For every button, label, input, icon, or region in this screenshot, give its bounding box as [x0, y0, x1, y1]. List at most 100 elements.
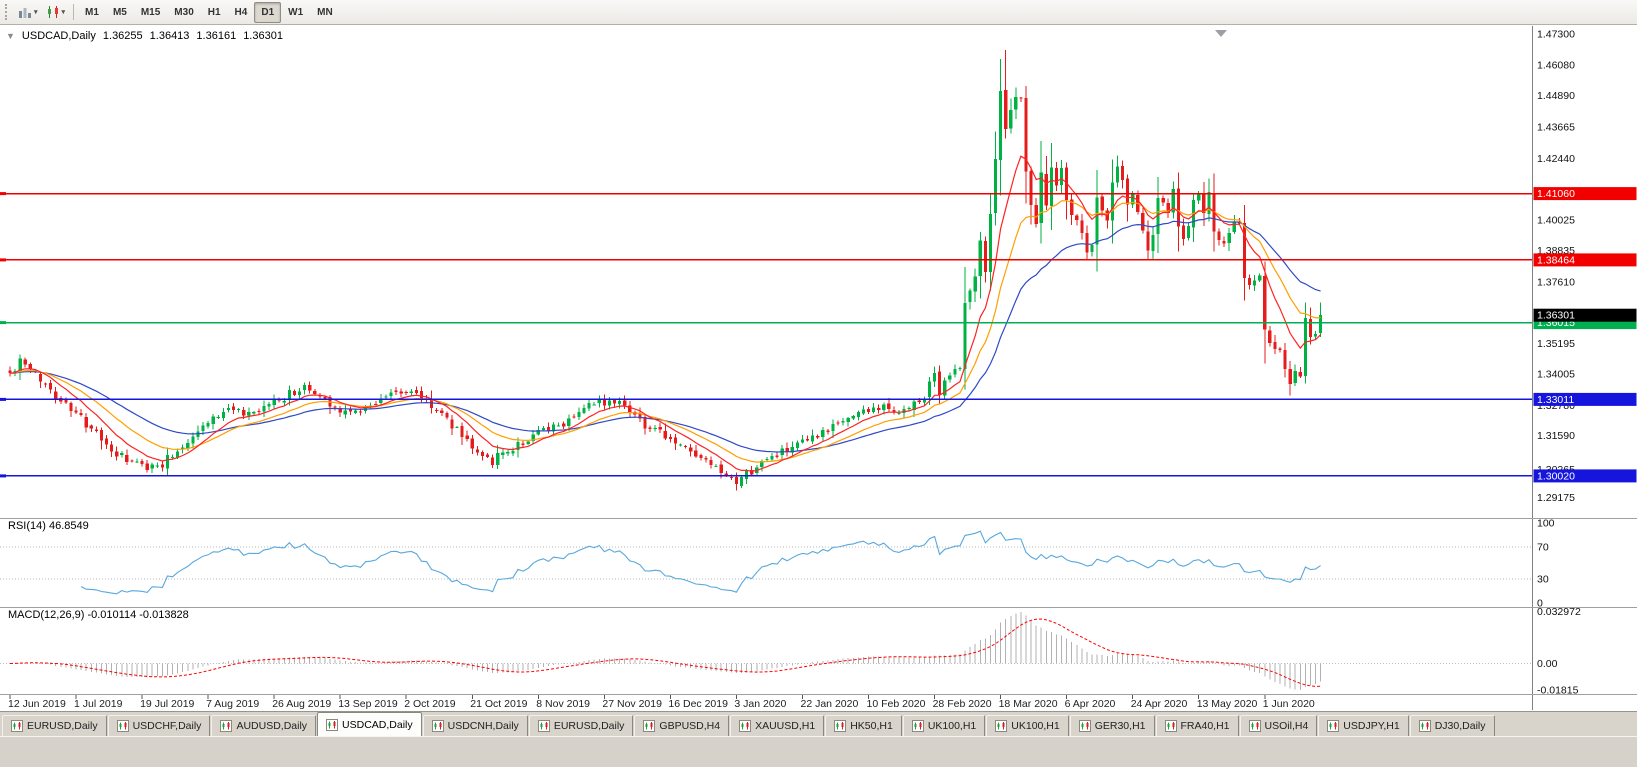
timeframe-button-M15[interactable]: M15	[140, 6, 161, 18]
chart-tab-icon	[537, 720, 550, 732]
date-axis-label: 13 May 2020	[1197, 698, 1258, 710]
timeframe-button-M5[interactable]: M5	[112, 6, 127, 18]
price-axis-label: 1.29175	[1537, 492, 1575, 504]
date-axis-label: 28 Feb 2020	[933, 698, 992, 710]
price-badge-1.38464-label: 1.38464	[1537, 254, 1575, 266]
price-badge-1.33011-label: 1.33011	[1537, 394, 1574, 406]
chart-canvas[interactable]: 1.47300 1.46080 1.44890 1.43665 1.42440 1.400…	[0, 26, 1637, 711]
moving-average-mid-orange	[9, 200, 1321, 463]
chart-tab-12[interactable]: FRA40,H1	[1155, 715, 1239, 736]
date-axis-label: 24 Apr 2020	[1131, 698, 1188, 710]
date-axis-label: 19 Jul 2019	[140, 698, 194, 710]
rsi-axis-label: 0	[1537, 598, 1543, 610]
timeframe-button-MN[interactable]: MN	[317, 6, 333, 18]
date-axis-label: 13 Sep 2019	[338, 698, 398, 710]
timeframe-button-group: M1 M5 M15 M30 H1 H4 D1 W1 MN	[78, 1, 340, 23]
chart-tab-icon	[834, 720, 847, 732]
rsi-axis-label: 100	[1537, 518, 1555, 530]
chart-tab-9[interactable]: UK100,H1	[902, 715, 986, 736]
hline-left-anchor[interactable]	[0, 397, 6, 401]
timeframe-button-D1[interactable]: D1	[254, 1, 282, 23]
chart-tab-icon	[1418, 720, 1431, 732]
price-badge-1.33011[interactable]	[1533, 392, 1637, 406]
chart-tab-icon	[911, 720, 924, 732]
chart-tab-3[interactable]: USDCAD,Daily	[317, 712, 422, 736]
chart-tab-5[interactable]: EURUSD,Daily	[528, 715, 634, 736]
chart-tab-14[interactable]: USDJPY,H1	[1318, 715, 1409, 736]
chart-tabs-bar: EURUSD,Daily USDCHF,Daily AUDUSD,Daily USDC…	[0, 711, 1637, 736]
price-axis-label: 1.47300	[1537, 29, 1575, 41]
chart-tab-label: UK100,H1	[927, 720, 977, 732]
timeframe-button-H1[interactable]: H1	[207, 6, 221, 18]
candlestick-chart-icon[interactable]: ▾	[42, 2, 70, 23]
price-axis-label: 1.31590	[1537, 430, 1575, 442]
chart-tab-label: GBPUSD,H4	[659, 720, 721, 732]
chart-tab-11[interactable]: GER30,H1	[1069, 715, 1155, 736]
chart-tab-6[interactable]: GBPUSD,H4	[634, 715, 730, 736]
chart-tab-8[interactable]: HK50,H1	[825, 715, 902, 736]
chart-shift-marker-icon[interactable]	[1215, 30, 1227, 37]
date-axis-label: 7 Aug 2019	[206, 698, 259, 710]
chart-tab-label: GER30,H1	[1094, 720, 1146, 732]
chart-tab-label: AUDUSD,Daily	[236, 720, 308, 732]
hline-left-anchor[interactable]	[0, 192, 6, 196]
chart-tab-10[interactable]: UK100,H1	[986, 715, 1069, 736]
chart-tab-icon	[116, 720, 129, 732]
chart-tab-label: USDJPY,H1	[1343, 720, 1400, 732]
chart-background[interactable]	[0, 26, 1637, 711]
hline-left-anchor[interactable]	[0, 258, 6, 262]
date-axis-label: 21 Oct 2019	[470, 698, 527, 710]
chart-tab-1[interactable]: USDCHF,Daily	[107, 715, 211, 736]
chart-tab-0[interactable]: EURUSD,Daily	[2, 715, 107, 736]
chart-tab-icon	[11, 720, 23, 732]
candlestick-glyph	[47, 6, 58, 18]
bar-chart-icon[interactable]: ▾	[14, 2, 42, 23]
chart-tab-icon	[326, 718, 339, 731]
toolbar-grip[interactable]	[5, 4, 11, 20]
price-badge-1.30020-label: 1.30020	[1537, 470, 1575, 482]
macd-axis-label: 0.00	[1537, 658, 1558, 670]
macd-axis-label: -0.01815	[1537, 685, 1579, 697]
hline-left-anchor[interactable]	[0, 474, 6, 478]
timeframe-button-M30[interactable]: M30	[174, 6, 194, 18]
date-axis-label: 12 Jun 2019	[8, 698, 66, 710]
date-axis-label: 1 Jun 2020	[1263, 698, 1315, 710]
rsi-axis-label: 30	[1537, 574, 1549, 586]
price-badge-1.38464[interactable]	[1533, 253, 1637, 267]
timeframe-button-M1[interactable]: M1	[85, 6, 99, 18]
current-price-badge[interactable]	[1533, 308, 1637, 322]
caret-down-icon: ▾	[34, 9, 38, 16]
date-axis-label: 16 Dec 2019	[668, 698, 728, 710]
price-badge-1.41060[interactable]	[1533, 187, 1637, 201]
chart-tab-7[interactable]: XAUUSD,H1	[730, 715, 825, 736]
timeframe-button-W1[interactable]: W1	[288, 6, 304, 18]
toolbar: ▾ ▾ M1 M5 M15 M30 H1 H4 D1 W1 MN	[0, 0, 1637, 25]
date-axis-label: 18 Mar 2020	[999, 698, 1058, 710]
chart-tab-label: USDCNH,Daily	[447, 720, 519, 732]
macd-signal-line	[9, 618, 1321, 687]
price-axis-label: 1.46080	[1537, 60, 1575, 72]
price-badge-1.30020[interactable]	[1533, 469, 1637, 483]
chart-tab-label: EURUSD,Daily	[553, 720, 625, 732]
price-axis-label: 1.35195	[1537, 338, 1575, 350]
chart-tab-icon	[431, 720, 444, 732]
rsi-line	[80, 530, 1321, 595]
chart-tab-icon	[995, 720, 1008, 732]
candle-bodies-up	[13, 91, 1323, 486]
current-price-badge-label: 1.36301	[1537, 310, 1575, 322]
chart-tab-2[interactable]: AUDUSD,Daily	[211, 715, 317, 736]
status-bar	[0, 736, 1637, 767]
date-axis-label: 2 Oct 2019	[404, 698, 456, 710]
hline-left-anchor[interactable]	[0, 321, 6, 325]
price-axis-label: 1.42440	[1537, 153, 1575, 165]
date-axis-label: 10 Feb 2020	[867, 698, 926, 710]
chart-tab-label: UK100,H1	[1011, 720, 1060, 732]
chart-tab-label: XAUUSD,H1	[755, 720, 816, 732]
date-axis-label: 22 Jan 2020	[801, 698, 859, 710]
chart-tab-label: USDCAD,Daily	[342, 718, 413, 731]
chart-tab-13[interactable]: USOil,H4	[1239, 715, 1318, 736]
chart-tab-4[interactable]: USDCNH,Daily	[422, 715, 528, 736]
timeframe-button-H4[interactable]: H4	[234, 6, 248, 18]
chart-tab-15[interactable]: DJ30,Daily	[1409, 715, 1495, 736]
